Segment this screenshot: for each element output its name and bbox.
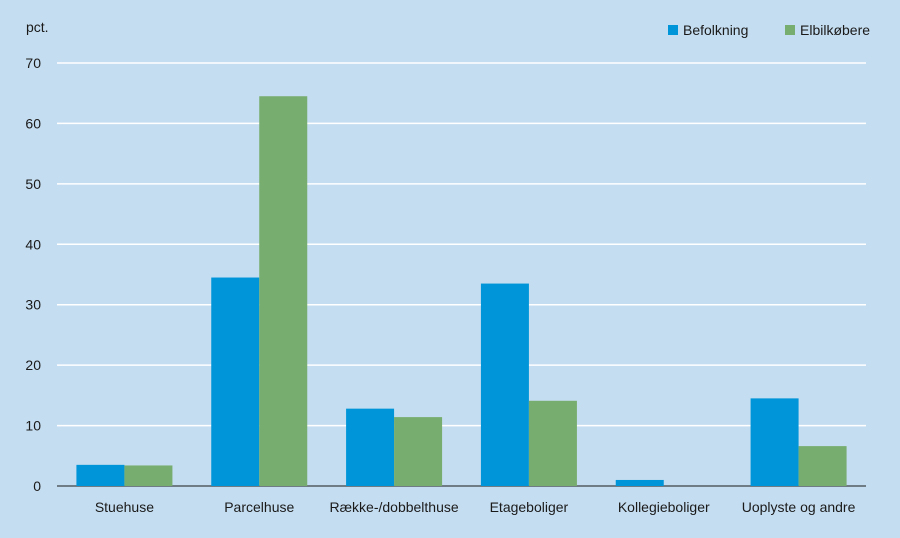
x-category-label: Uoplyste og andre [742, 499, 856, 515]
y-tick-label: 50 [25, 176, 41, 192]
legend-label: Elbilkøbere [800, 22, 870, 38]
y-tick-label: 40 [25, 236, 41, 252]
x-category-label: Stuehuse [95, 499, 154, 515]
x-category-label: Etageboliger [490, 499, 569, 515]
bar-befolkning [615, 479, 664, 486]
y-tick-label: 30 [25, 297, 41, 313]
bar-befolkning [346, 408, 395, 486]
x-category-label: Parcelhuse [224, 499, 294, 515]
legend-swatch [668, 25, 678, 35]
y-tick-label: 60 [25, 115, 41, 131]
y-tick-label: 70 [25, 55, 41, 71]
bar-elbilkobere [259, 96, 308, 486]
bar-befolkning [76, 464, 125, 486]
legend-label: Befolkning [683, 22, 748, 38]
bar-elbilkobere [528, 400, 577, 486]
bar-befolkning [480, 283, 529, 486]
legend-swatch [785, 25, 795, 35]
x-category-label: Kollegieboliger [618, 499, 710, 515]
y-tick-label: 10 [25, 418, 41, 434]
y-unit-label: pct. [26, 19, 49, 35]
x-category-label: Række-/dobbelthuse [329, 499, 458, 515]
y-tick-label: 20 [25, 357, 41, 373]
bar-elbilkobere [798, 446, 847, 486]
bar-elbilkobere [394, 417, 443, 486]
bar-elbilkobere [124, 465, 173, 486]
bar-befolkning [211, 277, 260, 486]
y-tick-label: 0 [33, 478, 41, 494]
legend: Befolkning Elbilkøbere [668, 22, 870, 38]
bar-befolkning [750, 398, 799, 486]
